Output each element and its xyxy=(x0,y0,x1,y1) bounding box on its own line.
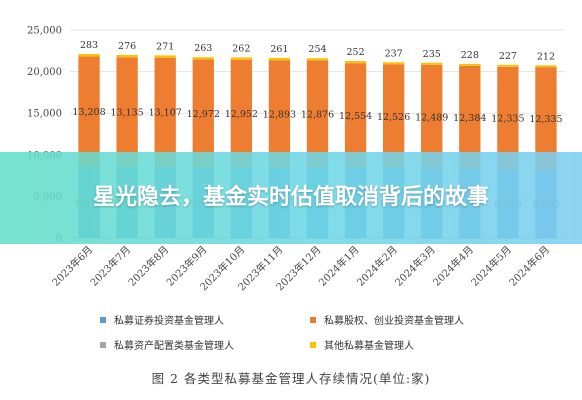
data-label-mid: 12,893 xyxy=(263,109,296,120)
banner-title[interactable]: 星光隐去，基金实时估值取消背后的故事 xyxy=(92,185,489,210)
data-label-mid: 12,335 xyxy=(491,114,524,125)
legend-swatch xyxy=(310,341,316,348)
data-label-top: 237 xyxy=(385,48,403,59)
data-label-top: 276 xyxy=(118,41,136,52)
data-label-top: 254 xyxy=(308,44,326,55)
data-label-top: 252 xyxy=(347,47,365,58)
bar-segment xyxy=(78,54,100,57)
data-label-top: 262 xyxy=(232,43,250,54)
data-label-mid: 12,335 xyxy=(529,114,562,125)
bar-segment xyxy=(78,56,100,167)
stacked-bar-chart: 05,00010,00015,00020,00025,00028313,2088… xyxy=(27,26,565,293)
data-label-top: 228 xyxy=(461,50,479,61)
bar-segment xyxy=(230,59,253,168)
y-tick-label: 15,000 xyxy=(27,109,62,120)
data-label-top: 271 xyxy=(156,41,174,52)
x-tick-label: 2024年4月 xyxy=(430,243,476,289)
bar-segment xyxy=(497,66,519,170)
data-label-mid: 13,135 xyxy=(110,108,143,119)
legend-label: 私募股权、创业投资基金管理人 xyxy=(324,316,464,327)
legend-label: 私募证券投资基金管理人 xyxy=(114,316,224,327)
bar-segment xyxy=(459,65,481,169)
legend-swatch xyxy=(100,316,106,323)
x-tick-label: 2024年3月 xyxy=(392,243,438,289)
x-tick-label: 2024年1月 xyxy=(316,243,362,289)
bar-segment xyxy=(421,62,443,65)
chart-legend: 私募证券投资基金管理人 私募股权、创业投资基金管理人 私募资产配置类基金管理人 … xyxy=(100,312,520,352)
data-label-top: 283 xyxy=(80,40,98,51)
y-tick-label: 25,000 xyxy=(27,26,62,37)
headline-banner: 星光隐去，基金实时估值取消背后的故事 xyxy=(0,152,582,244)
data-label-top: 263 xyxy=(194,43,212,54)
data-label-top: 212 xyxy=(537,51,555,62)
data-label-top: 261 xyxy=(270,44,288,55)
figure-caption: 图 2 各类型私募基金管理人存续情况(单位:家) xyxy=(151,371,431,386)
bar-segment xyxy=(306,58,329,61)
data-label-mid: 12,384 xyxy=(453,113,486,124)
data-label-mid: 12,952 xyxy=(225,109,258,120)
data-label-mid: 12,489 xyxy=(415,112,448,123)
legend-item-securities: 私募证券投资基金管理人 xyxy=(100,312,310,327)
legend-item-other: 其他私募基金管理人 xyxy=(310,337,520,352)
data-label-top: 227 xyxy=(499,51,517,62)
x-tick-label: 2023年8月 xyxy=(125,243,171,289)
bar-segment xyxy=(268,57,291,61)
bar-segment xyxy=(154,55,176,58)
bar-segment xyxy=(116,54,138,58)
bar-segment xyxy=(459,63,481,66)
data-label-mid: 13,107 xyxy=(149,108,182,119)
data-label-mid: 12,526 xyxy=(377,112,410,123)
bar-segment xyxy=(154,57,176,167)
legend-item-asset-allocation: 私募资产配置类基金管理人 xyxy=(100,337,310,352)
legend-label: 私募资产配置类基金管理人 xyxy=(114,341,234,352)
data-label-top: 235 xyxy=(423,49,441,60)
x-tick-label: 2024年5月 xyxy=(468,243,514,289)
data-label-mid: 12,554 xyxy=(339,111,372,122)
legend-swatch xyxy=(310,316,316,323)
x-tick-label: 2024年6月 xyxy=(506,243,552,289)
bar-segment xyxy=(421,64,443,169)
bar-segment xyxy=(192,59,214,168)
x-tick-label: 2023年7月 xyxy=(87,243,133,289)
x-tick-label: 2024年2月 xyxy=(354,243,400,289)
bar-segment xyxy=(344,61,367,64)
data-label-mid: 12,876 xyxy=(301,109,334,120)
bar-segment xyxy=(535,65,557,68)
bar-segment xyxy=(268,60,291,168)
bar-segment xyxy=(230,57,253,60)
bar-segment xyxy=(344,63,367,168)
bar-segment xyxy=(116,57,138,167)
legend-item-equity-vc: 私募股权、创业投资基金管理人 xyxy=(310,312,520,327)
legend-swatch xyxy=(100,341,106,348)
x-tick-label: 2023年6月 xyxy=(49,243,95,289)
bar-segment xyxy=(497,64,519,67)
legend-label: 其他私募基金管理人 xyxy=(324,341,414,352)
data-label-mid: 12,972 xyxy=(187,109,220,120)
data-label-mid: 13,208 xyxy=(72,107,105,118)
bar-segment xyxy=(192,57,214,60)
bar-segment xyxy=(535,67,557,170)
bar-segment xyxy=(382,62,405,65)
bar-segment xyxy=(306,60,329,168)
bar-segment xyxy=(382,64,405,169)
y-tick-label: 20,000 xyxy=(27,67,62,78)
